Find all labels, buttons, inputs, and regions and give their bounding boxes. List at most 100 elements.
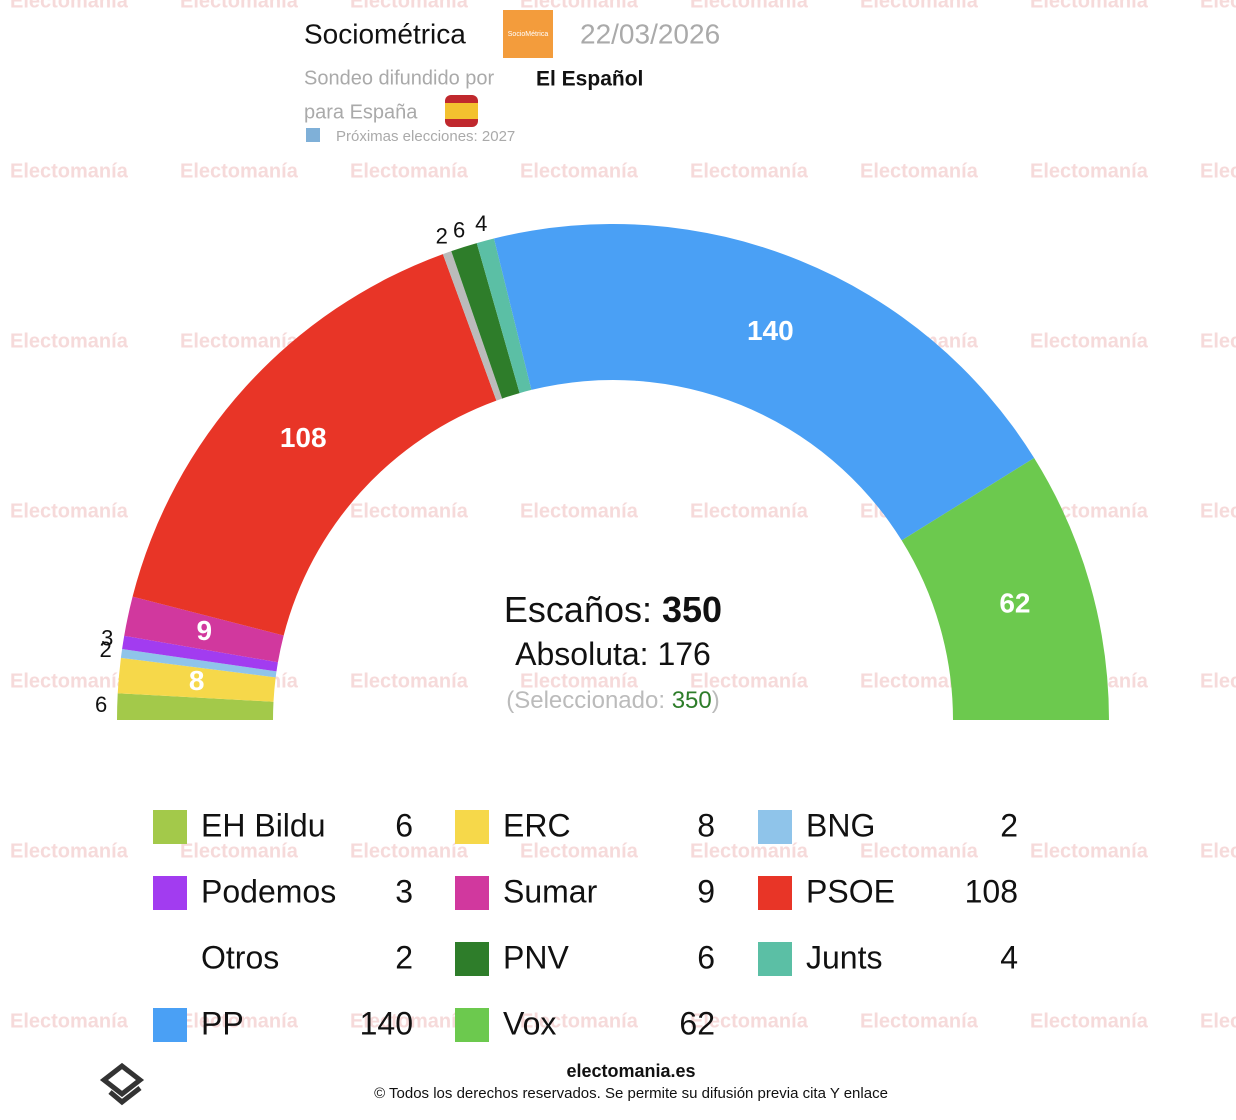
legend-icon [153, 810, 187, 844]
watermark: Electomanía [690, 670, 809, 692]
watermark: Electomanía [1200, 330, 1236, 352]
legend-icon [455, 1008, 489, 1042]
data-label: 6 [95, 692, 107, 717]
legend-label: EH Bildu [201, 807, 326, 843]
data-label: 8 [189, 665, 205, 696]
watermark: Electomanía [860, 0, 979, 12]
legend-value: 4 [1000, 939, 1018, 975]
seat-segment [124, 596, 284, 663]
legend-value: 62 [679, 1005, 715, 1041]
legend-label: BNG [806, 807, 875, 843]
flag [445, 95, 478, 127]
data-label: 108 [280, 422, 327, 453]
watermark: Electomanía [1200, 840, 1236, 862]
legend-value: 108 [965, 873, 1018, 909]
scope: para España [304, 101, 418, 123]
watermark: Electomanía [860, 840, 979, 862]
legend-icon [153, 876, 187, 910]
total: 350 [662, 589, 722, 630]
watermark: Electomanía [350, 670, 469, 692]
watermark: Electomanía [690, 0, 809, 12]
seat-segment [117, 693, 274, 720]
published-by: Sondeo difundido por [304, 67, 494, 89]
legend-icon [455, 810, 489, 844]
copyright: © Todos los derechos reservados. Se perm… [374, 1085, 888, 1102]
watermark: Electomanía [350, 840, 469, 862]
watermark: Electomanía [10, 840, 129, 862]
watermark: Electomanía [350, 0, 469, 12]
watermark: Electomanía [1030, 160, 1149, 182]
pollster-logo-text: SocioMétrica [508, 31, 549, 38]
watermark: Electomanía [520, 840, 639, 862]
watermark: Electomanía [1030, 1010, 1149, 1032]
publisher: El Español [536, 68, 643, 91]
majority-line: Absoluta: 176 [515, 636, 711, 672]
legend-label: PSOE [806, 873, 895, 909]
watermark: Electomanía [10, 330, 129, 352]
seat-segment [476, 238, 532, 394]
data-label: 140 [747, 315, 794, 346]
seats-total: Escaños: 350 [504, 589, 722, 630]
legend-icon [455, 876, 489, 910]
watermark: Electomanía [10, 500, 129, 522]
watermark: Electomanía [180, 840, 299, 862]
watermark-layer: Electomanía Electomanía Electomanía Electom… [10, 0, 1236, 1032]
watermark: Electomanía [520, 160, 639, 182]
legend-icon [153, 1008, 187, 1042]
selected-prefix: (Seleccionado: [506, 687, 665, 714]
data-label: 3 [101, 626, 113, 651]
next-elections: Próximas elecciones: 2027 [336, 128, 515, 145]
legend-label: Vox [503, 1005, 556, 1041]
watermark: Electomanía [520, 670, 639, 692]
watermark: Electomanía [860, 1010, 979, 1032]
watermark: Electomanía [350, 1010, 469, 1032]
data-label: 2 [436, 223, 448, 248]
majority: 176 [657, 636, 710, 672]
watermark: Electomanía [10, 1010, 129, 1032]
watermark: Electomanía [180, 1010, 299, 1032]
watermark: Electomanía [350, 500, 469, 522]
watermark: Electomanía [180, 160, 299, 182]
seat-segment [493, 224, 1035, 541]
legend-icon [758, 876, 792, 910]
seat-segment [451, 243, 520, 399]
seat-segment [442, 251, 503, 401]
legend-icon [758, 810, 792, 844]
watermark: Electomanía [1200, 670, 1236, 692]
legend-label: PP [201, 1005, 244, 1041]
legend-value: 6 [697, 939, 715, 975]
data-label: 6 [453, 217, 465, 242]
legend-value: 9 [697, 873, 715, 909]
date: 22/03/2026 [580, 18, 720, 49]
watermark: Electomanía [10, 670, 129, 692]
legend-label: Junts [806, 939, 882, 975]
watermark: Electomanía [520, 0, 639, 12]
selected-line: (Seleccionado: 350) [506, 687, 719, 714]
legend-value: 2 [395, 939, 413, 975]
watermark: Electomanía [350, 160, 469, 182]
legend-value: 6 [395, 807, 413, 843]
seat-segment [132, 254, 497, 636]
legend-value: 2 [1000, 807, 1018, 843]
pollster-logo [503, 10, 553, 58]
seat-segment [122, 635, 278, 672]
watermark: Electomanía [690, 160, 809, 182]
watermark: Electomanía [860, 670, 979, 692]
legend-label: Otros [201, 939, 279, 975]
legend-label: Podemos [201, 873, 336, 909]
watermark: Electomanía [690, 1010, 809, 1032]
data-label: 2 [100, 637, 112, 662]
watermark: Electomanía [1200, 500, 1236, 522]
legend-label: PNV [503, 939, 569, 975]
legend-icon [758, 942, 792, 976]
selected-suffix: ) [712, 687, 720, 714]
seat-segment [117, 657, 276, 702]
pollster: Sociométrica [304, 18, 466, 49]
data-label: 9 [196, 615, 212, 646]
watermark: Electomanía [1030, 330, 1149, 352]
selected: 350 [672, 687, 712, 714]
data-label: 62 [999, 588, 1030, 619]
watermark: Electomanía [690, 840, 809, 862]
